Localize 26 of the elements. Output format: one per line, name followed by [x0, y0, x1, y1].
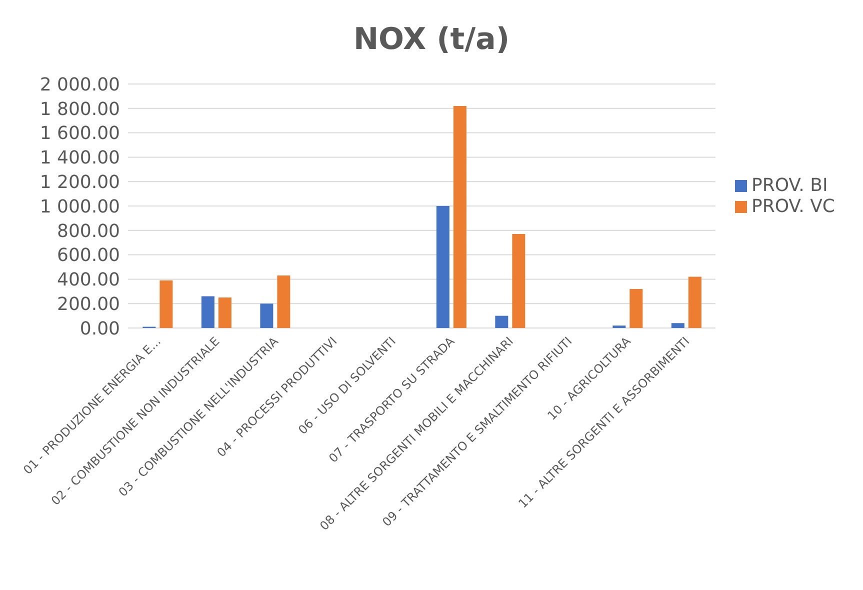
y-tick-label: 600.00 — [57, 245, 120, 266]
y-tick-label: 1 200.00 — [40, 172, 120, 193]
y-tick-label: 2 000.00 — [40, 74, 120, 96]
bar — [277, 276, 290, 328]
bar — [201, 296, 214, 328]
legend-label: PROV. BI — [751, 175, 828, 196]
y-tick-label: 0.00 — [80, 318, 120, 340]
y-tick-label: 1 800.00 — [40, 98, 120, 120]
y-tick-label: 800.00 — [57, 220, 120, 242]
bar — [260, 304, 274, 328]
chart-title: NOX (t/a) — [352, 21, 511, 59]
y-tick-label: 1 600.00 — [40, 123, 120, 144]
y-tick-label: 200.00 — [57, 294, 120, 315]
bar — [512, 234, 526, 328]
y-tick-label: 1 400.00 — [40, 148, 120, 169]
bar — [630, 288, 643, 328]
bar — [495, 316, 508, 328]
bar — [671, 323, 684, 328]
bar — [218, 298, 232, 328]
y-tick-label: 400.00 — [57, 270, 120, 291]
bar — [160, 280, 173, 328]
bar — [436, 206, 450, 328]
legend-label: PROV. VC — [751, 196, 835, 217]
bar — [688, 276, 702, 328]
bar — [453, 106, 466, 328]
y-tick-label: 1 000.00 — [40, 196, 120, 218]
